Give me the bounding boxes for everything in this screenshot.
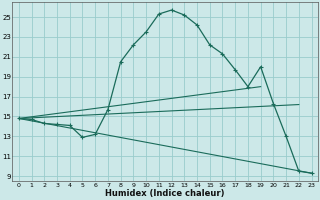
- X-axis label: Humidex (Indice chaleur): Humidex (Indice chaleur): [106, 189, 225, 198]
